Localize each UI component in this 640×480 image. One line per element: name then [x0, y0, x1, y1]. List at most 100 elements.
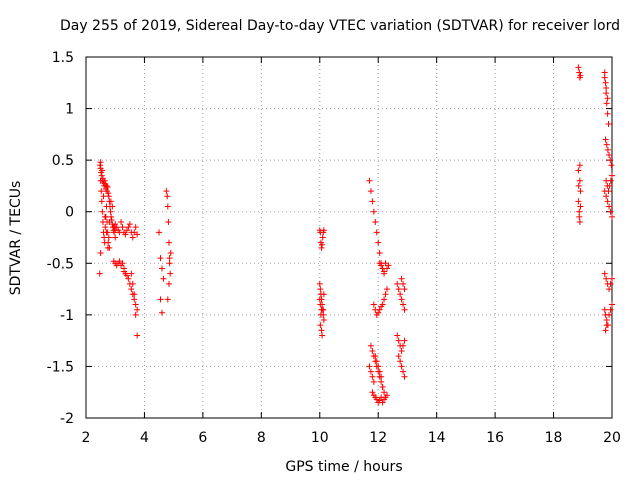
data-point	[576, 177, 583, 184]
data-point	[394, 332, 401, 339]
data-point	[157, 296, 164, 303]
data-point	[107, 208, 114, 215]
data-point	[134, 332, 141, 339]
data-point	[604, 110, 611, 117]
data-point	[576, 213, 583, 220]
data-point	[106, 219, 113, 226]
data-point	[575, 198, 582, 205]
data-point	[97, 249, 104, 256]
data-point	[319, 234, 326, 241]
data-point	[134, 306, 141, 313]
data-point	[105, 190, 112, 197]
data-point	[128, 286, 135, 293]
x-axis-label: GPS time / hours	[285, 459, 402, 475]
y-axis-label: SDTVAR / TECUs	[8, 181, 24, 296]
data-point	[576, 208, 583, 215]
data-point	[104, 244, 111, 251]
data-point	[317, 286, 324, 293]
data-point	[398, 347, 405, 354]
data-point	[369, 347, 376, 354]
data-point	[601, 188, 608, 195]
data-point	[577, 72, 584, 79]
data-point	[607, 208, 614, 215]
data-point	[376, 373, 383, 380]
data-point	[158, 265, 165, 272]
data-point	[134, 231, 141, 238]
data-point	[400, 301, 407, 308]
data-point	[609, 301, 615, 308]
data-point	[165, 280, 172, 287]
data-point	[607, 306, 614, 313]
data-point	[601, 69, 608, 76]
data-point	[317, 301, 324, 308]
data-point	[383, 392, 390, 399]
data-points	[96, 64, 615, 406]
data-point	[383, 286, 390, 293]
data-point	[98, 188, 105, 195]
data-point	[603, 322, 610, 329]
data-point	[125, 275, 132, 282]
data-point	[370, 208, 377, 215]
data-point	[370, 301, 377, 308]
y-tick-label: -2	[60, 411, 74, 427]
data-point	[395, 353, 402, 360]
data-point	[605, 121, 612, 128]
data-point	[157, 255, 164, 262]
data-point	[367, 188, 374, 195]
data-point	[603, 193, 610, 200]
data-point	[99, 167, 106, 174]
x-tick-label: 2	[82, 430, 91, 446]
data-point	[126, 221, 133, 228]
data-point	[575, 64, 582, 71]
data-point	[369, 198, 376, 205]
data-point	[606, 286, 613, 293]
data-point	[372, 358, 379, 365]
data-point	[372, 219, 379, 226]
data-point	[132, 301, 139, 308]
data-point	[112, 234, 119, 241]
y-tick-label: 0.5	[52, 153, 74, 169]
data-point	[376, 249, 383, 256]
data-point	[373, 396, 380, 403]
data-point	[606, 203, 613, 210]
data-point	[166, 255, 173, 262]
data-point	[609, 213, 615, 220]
data-point	[109, 203, 116, 210]
data-point	[112, 221, 119, 228]
data-point	[317, 322, 324, 329]
data-point	[129, 234, 136, 241]
data-point	[602, 327, 609, 334]
data-point	[375, 239, 382, 246]
data-point	[394, 280, 401, 287]
data-point	[166, 260, 173, 267]
data-point	[369, 389, 376, 396]
data-point	[401, 286, 408, 293]
data-point	[103, 182, 110, 189]
data-point	[100, 193, 107, 200]
x-tick-label: 8	[257, 430, 266, 446]
data-point	[398, 275, 405, 282]
x-tick-label: 16	[486, 430, 504, 446]
data-point	[603, 100, 610, 107]
y-tick-label: 1.5	[52, 50, 74, 66]
data-point	[318, 244, 325, 251]
y-tick-label: 0	[65, 205, 74, 221]
data-point	[400, 342, 407, 349]
data-point	[381, 296, 388, 303]
y-tick-label: -1	[60, 308, 74, 324]
x-tick-label: 12	[369, 430, 387, 446]
data-point	[164, 296, 171, 303]
data-point	[603, 90, 610, 97]
data-point	[602, 79, 609, 86]
x-tick-label: 14	[428, 430, 446, 446]
y-tick-label: -1.5	[47, 359, 74, 375]
data-point	[609, 275, 615, 282]
data-point	[575, 182, 582, 189]
data-point	[400, 368, 407, 375]
data-point	[379, 384, 386, 391]
data-point	[122, 231, 129, 238]
data-point	[370, 378, 377, 385]
data-point	[320, 317, 327, 324]
data-point	[609, 172, 615, 179]
